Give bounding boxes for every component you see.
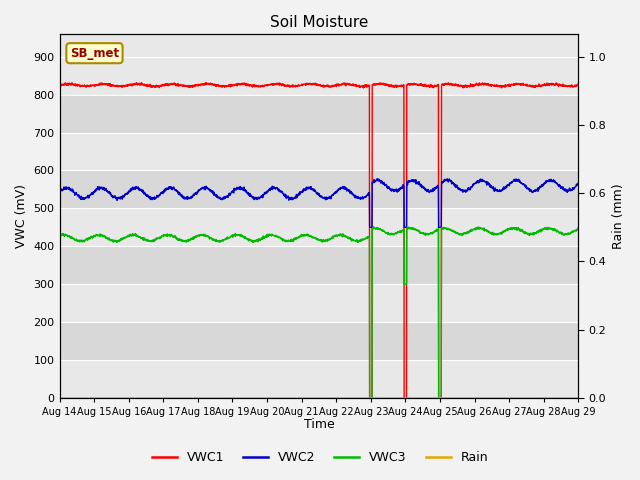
Bar: [60, 170, 579, 208]
Y-axis label: Rain (mm): Rain (mm): [612, 183, 625, 249]
Y-axis label: VWC (mV): VWC (mV): [15, 184, 28, 248]
Text: SB_met: SB_met: [70, 47, 119, 60]
Bar: [60, 284, 579, 322]
Bar: [60, 246, 579, 284]
Title: Soil Moisture: Soil Moisture: [269, 15, 368, 30]
X-axis label: Time: Time: [303, 419, 334, 432]
Bar: [60, 208, 579, 246]
Bar: [60, 95, 579, 132]
Bar: [60, 132, 579, 170]
Bar: [60, 360, 579, 398]
Bar: [60, 322, 579, 360]
Bar: [60, 57, 579, 95]
Legend: VWC1, VWC2, VWC3, Rain: VWC1, VWC2, VWC3, Rain: [147, 446, 493, 469]
